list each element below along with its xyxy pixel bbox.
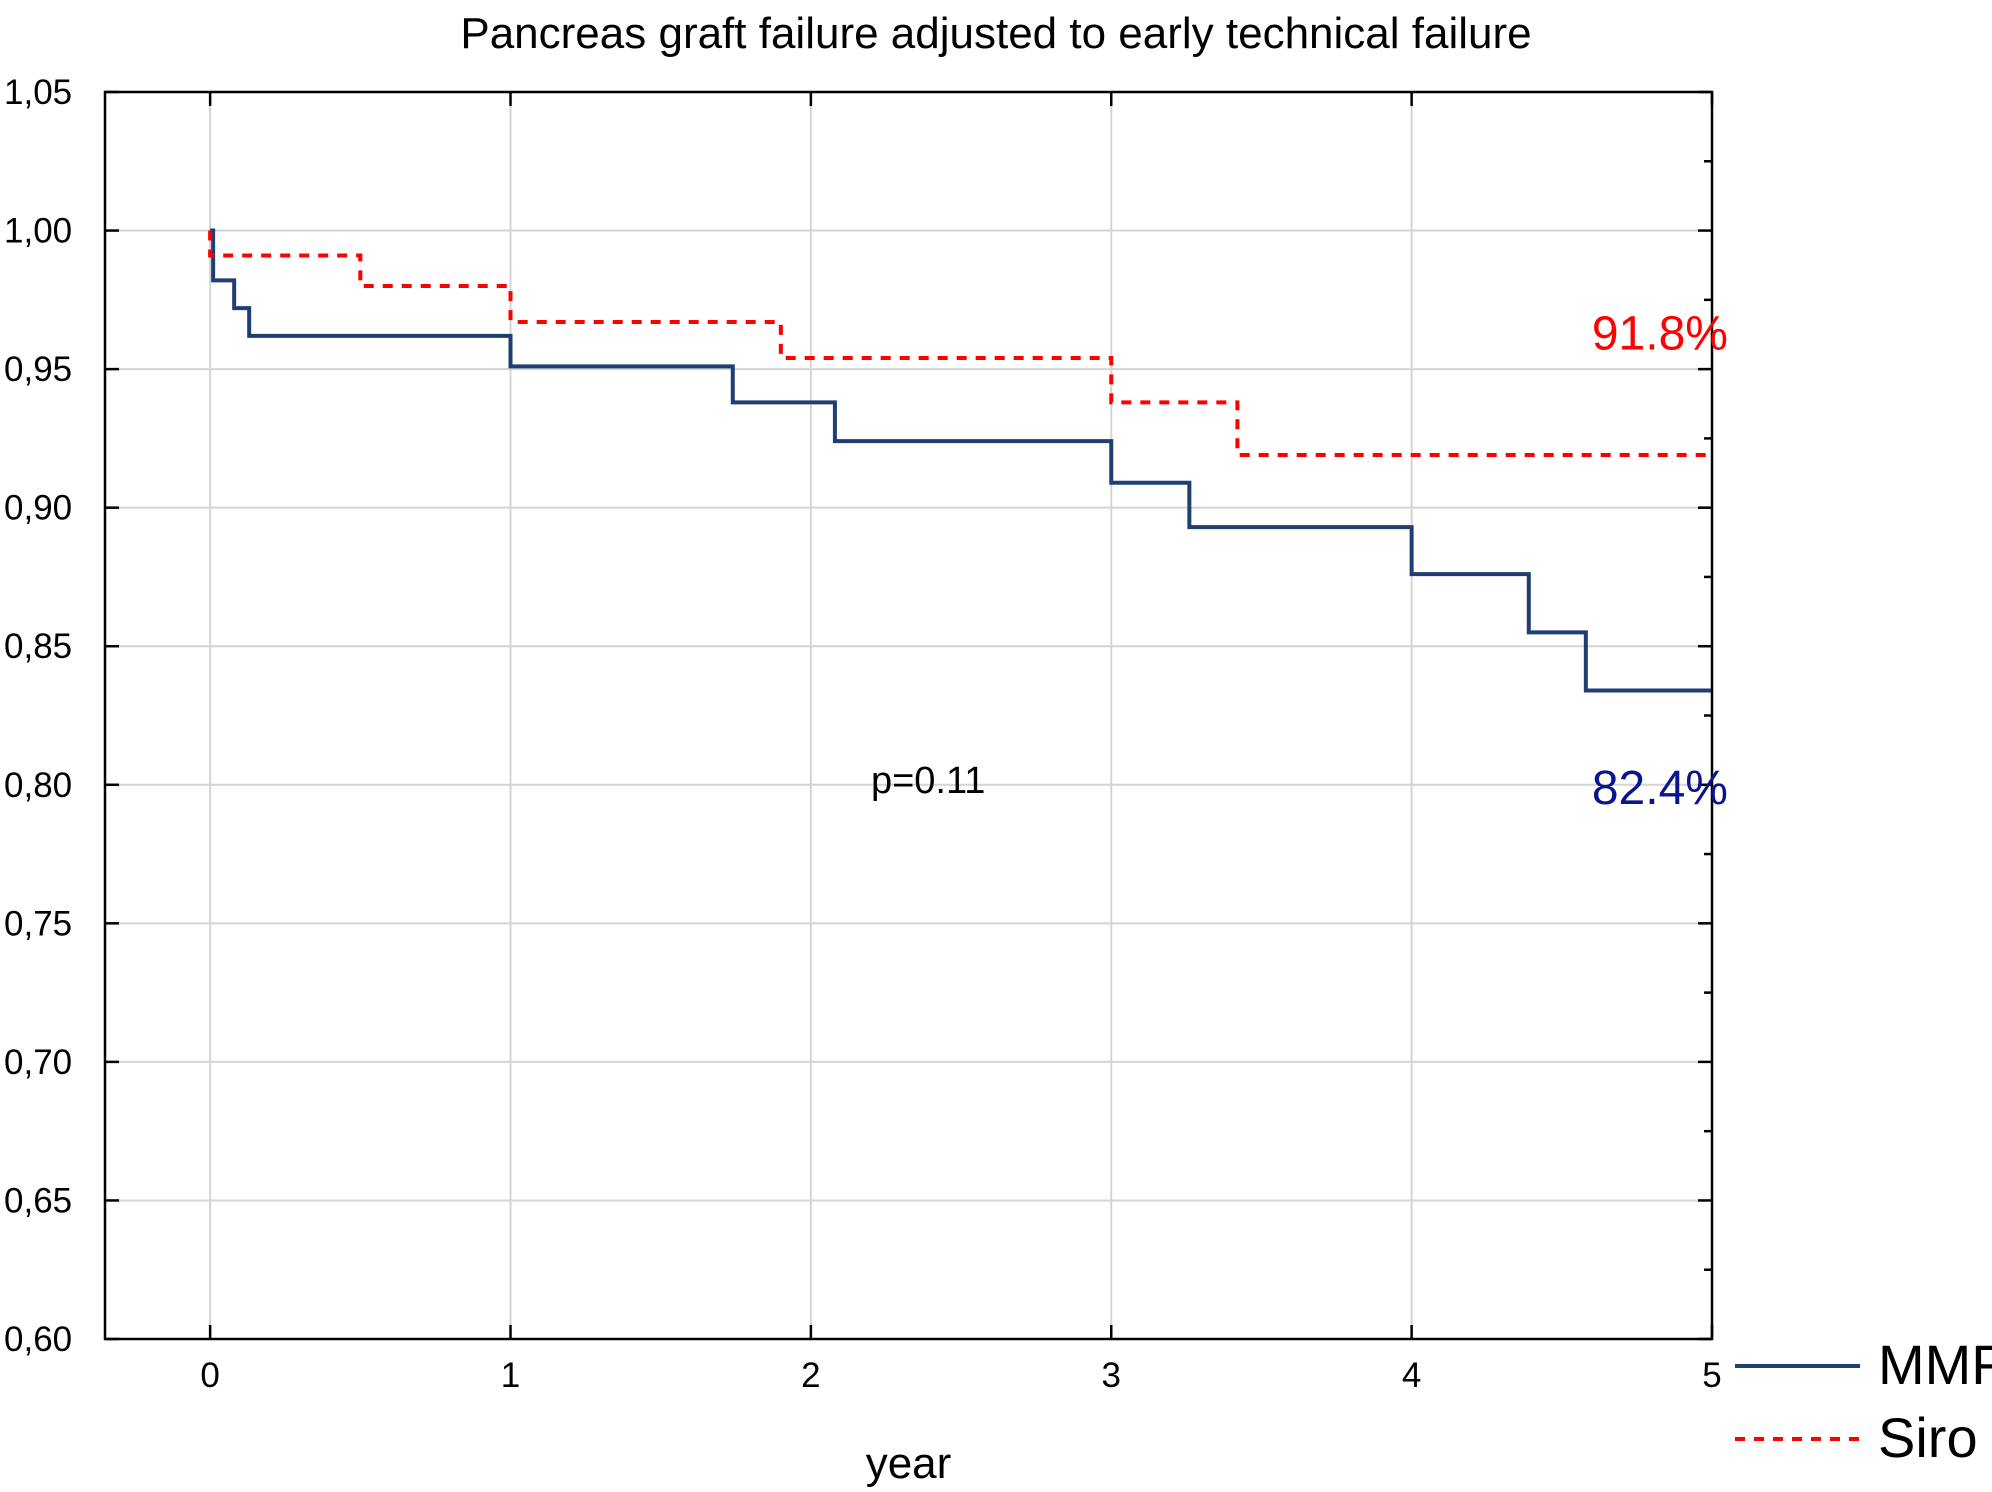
x-tick-label: 1	[501, 1356, 520, 1395]
y-tick-label: 0,75	[4, 904, 72, 943]
axis-ticks: 0 1 2 3 4 5 0,60 0,65 0,70 0,75 0,80 0,85 0,90 0,95 1,…	[4, 73, 1722, 1395]
y-tick-label: 1,05	[4, 73, 72, 112]
grid-lines	[105, 92, 1712, 1339]
annotations: p=0.11 91.8% 82.4%	[871, 308, 1728, 815]
legend: MMF Siro	[1735, 1333, 1992, 1469]
x-axis-label: year	[866, 1439, 952, 1488]
y-tick-label: 0,95	[4, 350, 72, 389]
y-tick-label: 0,65	[4, 1181, 72, 1220]
y-tick-label: 0,90	[4, 489, 72, 528]
y-tick-label: 0,85	[4, 627, 72, 666]
x-tick-label: 3	[1102, 1356, 1121, 1395]
y-tick-label: 0,70	[4, 1043, 72, 1082]
y-tick-label: 0,80	[4, 766, 72, 805]
series-line-mmf	[210, 228, 1712, 693]
x-tick-label: 5	[1702, 1356, 1721, 1395]
x-tick-label: 4	[1402, 1356, 1421, 1395]
plot-frame	[103, 90, 1714, 1341]
series-line-siro	[208, 230, 1712, 458]
y-tick-label: 0,60	[4, 1320, 72, 1359]
x-tick-label: 0	[200, 1356, 219, 1395]
p-value-label: p=0.11	[871, 760, 985, 802]
end-value-label: 82.4%	[1592, 762, 1728, 815]
x-tick-label: 2	[801, 1356, 820, 1395]
y-tick-label: 1,00	[4, 212, 72, 251]
end-value-label: 91.8%	[1592, 308, 1728, 361]
chart-title: Pancreas graft failure adjusted to early…	[460, 9, 1531, 58]
legend-label-siro: Siro	[1878, 1406, 1978, 1469]
legend-label-mmf: MMF	[1878, 1333, 1992, 1396]
series-lines	[208, 228, 1712, 693]
